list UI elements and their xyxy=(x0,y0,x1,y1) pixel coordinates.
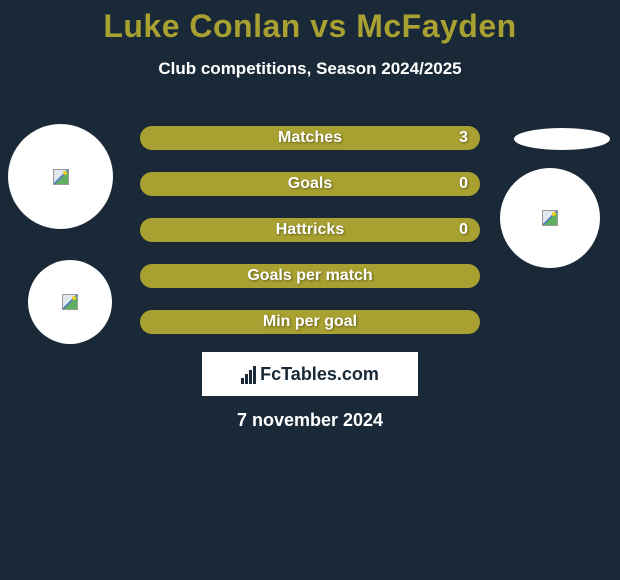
stats-bars: Matches 3 Goals 0 Hattricks 0 Goals per … xyxy=(140,126,480,356)
bars-icon xyxy=(241,364,256,384)
date-text: 7 november 2024 xyxy=(0,410,620,431)
stat-value-right: 0 xyxy=(459,175,468,193)
stat-row-hattricks: Hattricks 0 xyxy=(140,218,480,242)
stat-label: Matches xyxy=(278,129,342,147)
player-photo-right-1 xyxy=(500,168,600,268)
stat-row-goals: Goals 0 xyxy=(140,172,480,196)
stat-label: Min per goal xyxy=(263,313,357,331)
stat-row-gpm: Goals per match xyxy=(140,264,480,288)
subtitle: Club competitions, Season 2024/2025 xyxy=(0,59,620,79)
player-photo-ellipse xyxy=(514,128,610,150)
broken-image-icon xyxy=(62,294,78,310)
stat-row-matches: Matches 3 xyxy=(140,126,480,150)
stat-value-right: 3 xyxy=(459,129,468,147)
stat-label: Hattricks xyxy=(276,221,344,239)
broken-image-icon xyxy=(542,210,558,226)
stat-row-mpg: Min per goal xyxy=(140,310,480,334)
broken-image-icon xyxy=(53,169,69,185)
player-photo-left-2 xyxy=(28,260,112,344)
player-photo-left-1 xyxy=(8,124,113,229)
brand-logo-box: FcTables.com xyxy=(202,352,418,396)
stat-value-right: 0 xyxy=(459,221,468,239)
stat-label: Goals per match xyxy=(247,267,372,285)
stat-label: Goals xyxy=(288,175,332,193)
comparison-title: Luke Conlan vs McFayden xyxy=(0,0,620,45)
brand-text: FcTables.com xyxy=(260,364,379,385)
